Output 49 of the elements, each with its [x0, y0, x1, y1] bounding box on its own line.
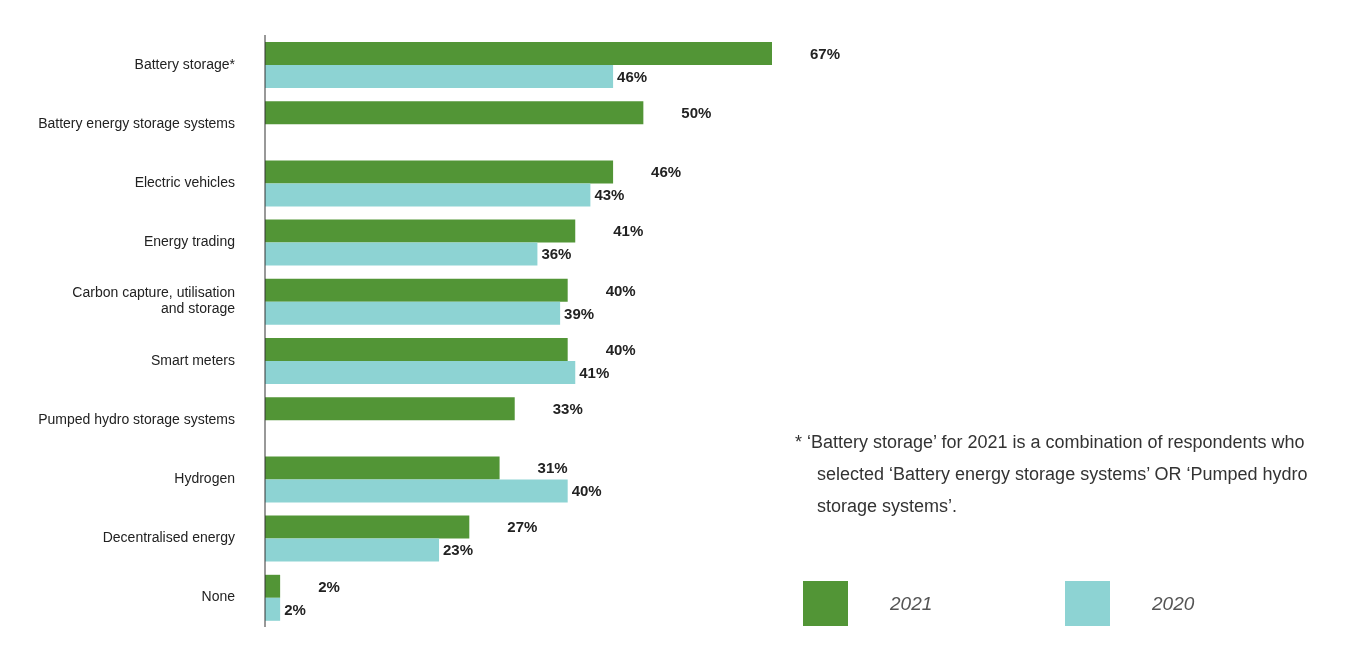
data-label: 43%	[594, 186, 625, 204]
bar	[265, 456, 500, 480]
bar	[265, 183, 591, 207]
data-label: 40%	[571, 482, 602, 500]
data-label: 67%	[810, 44, 841, 62]
bar	[265, 242, 538, 266]
bar	[265, 397, 515, 421]
data-label: 2%	[318, 577, 340, 595]
y-tick-label: Carbon capture, utilisation and storage	[72, 284, 236, 317]
y-tick-label: Hydrogen	[174, 469, 235, 486]
bar	[265, 338, 568, 361]
y-tick-label: Decentralised energy	[102, 528, 235, 545]
y-tick-label: Electric vehicles	[134, 173, 235, 190]
bar	[265, 160, 614, 184]
data-label: 41%	[613, 222, 644, 240]
data-label: 39%	[564, 304, 595, 322]
data-label: 31%	[537, 459, 568, 477]
bar	[265, 101, 644, 125]
data-label: 23%	[443, 541, 474, 559]
data-label: 27%	[507, 518, 538, 536]
legend-label: 2020	[1152, 592, 1195, 615]
bar	[265, 515, 470, 539]
y-tick-label: Smart meters	[150, 351, 235, 368]
bar	[265, 65, 614, 88]
data-label: 40%	[605, 281, 636, 299]
bar	[265, 361, 576, 384]
legend-label: 2021	[890, 592, 933, 615]
data-label: 36%	[541, 245, 572, 263]
data-label: 41%	[579, 363, 610, 381]
bar	[265, 538, 440, 562]
bar	[265, 479, 568, 503]
text: * ‘Battery storage’ for 2021 is a combination of respondents who selected ‘Battery energy storage systems’ OR ‘Pumped hydro storage systems’.	[795, 431, 1309, 518]
data-label: 46%	[651, 163, 682, 181]
y-tick-label: Pumped hydro storage systems	[38, 410, 235, 427]
y-tick-label: Battery storage*	[134, 55, 236, 72]
bar	[265, 574, 281, 598]
bar	[265, 42, 772, 65]
bar	[265, 219, 576, 243]
y-tick-label: Energy trading	[143, 232, 235, 249]
y-tick-label: None	[201, 588, 236, 605]
data-label: 2%	[284, 600, 306, 618]
bar	[265, 597, 281, 621]
y-tick-label: Battery energy storage systems	[38, 114, 235, 131]
bar	[265, 301, 561, 325]
bar	[265, 278, 568, 302]
data-label: 46%	[617, 67, 648, 85]
data-label: 50%	[681, 104, 712, 122]
data-label: 33%	[552, 400, 583, 418]
data-label: 40%	[605, 340, 636, 358]
